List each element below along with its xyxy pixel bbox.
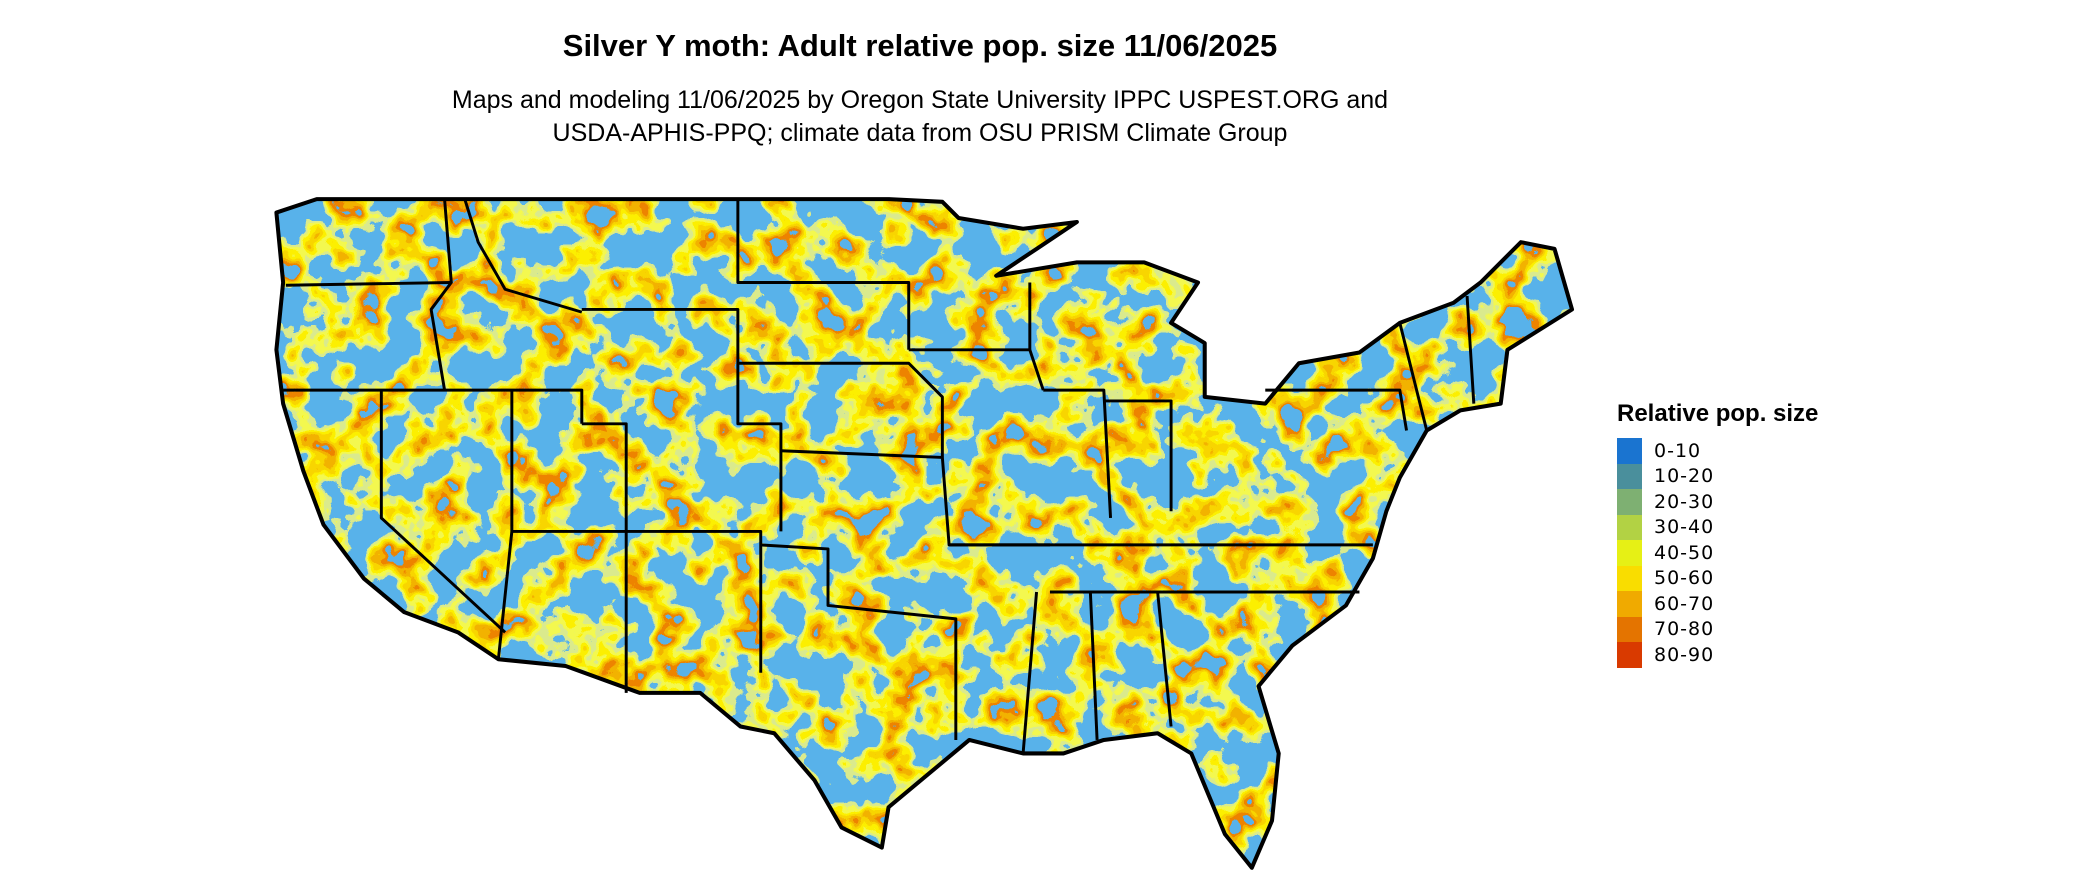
legend-label: 70-80 [1654,618,1715,641]
legend-item: 80-90 [1617,642,1818,668]
legend-item: 30-40 [1617,514,1818,540]
legend-label: 80-90 [1654,643,1715,666]
map-title: Silver Y moth: Adult relative pop. size … [562,28,1278,63]
legend-item: 50-60 [1617,565,1818,591]
legend-swatch [1617,438,1642,464]
legend-item: 20-30 [1617,489,1818,515]
subtitle-line-2: USDA-APHIS-PPQ; climate data from OSU PR… [552,119,1288,147]
legend-swatch [1617,642,1642,668]
legend-label: 40-50 [1654,541,1715,564]
legend-title: Relative pop. size [1617,400,1819,427]
legend: Relative pop. size 0-10 10-20 20-30 30-40 40… [1617,400,1818,668]
legend-swatch [1617,489,1642,515]
legend-swatch [1617,463,1642,489]
legend-item: 40-50 [1617,540,1818,566]
legend-item: 70-80 [1617,616,1818,642]
population-raster [276,199,1573,868]
legend-swatch [1617,565,1642,591]
legend-swatch [1617,616,1642,642]
legend-swatch [1617,591,1642,617]
legend-label: 0-10 [1654,439,1702,462]
legend-label: 10-20 [1654,465,1715,488]
legend-item: 10-20 [1617,463,1818,489]
legend-label: 30-40 [1654,516,1715,539]
state-borders [276,199,1572,868]
legend-label: 60-70 [1654,592,1715,615]
legend-swatch [1617,514,1642,540]
legend-label: 20-30 [1654,490,1715,513]
map-subtitle: Maps and modeling 11/06/2025 by Oregon S… [0,84,1840,150]
legend-item: 60-70 [1617,591,1818,617]
legend-item: 0-10 [1617,438,1818,464]
legend-label: 50-60 [1654,567,1715,590]
subtitle-line-1: Maps and modeling 11/06/2025 by Oregon S… [451,86,1389,114]
legend-swatch [1617,540,1642,566]
